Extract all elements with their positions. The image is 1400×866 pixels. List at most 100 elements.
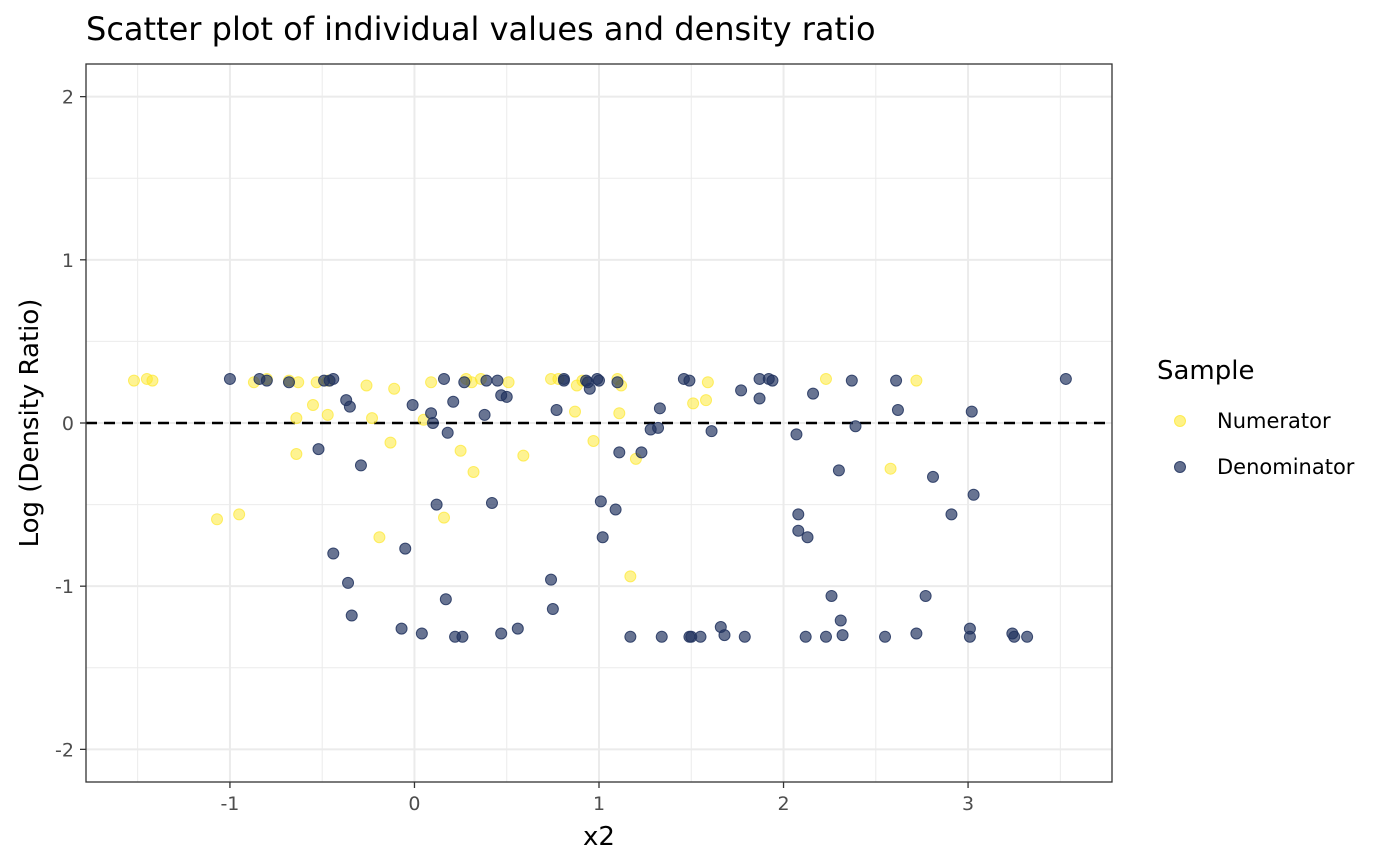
point-denominator xyxy=(919,589,932,602)
point-denominator xyxy=(557,372,570,385)
point-denominator xyxy=(738,630,751,643)
point-denominator xyxy=(480,374,493,387)
point-denominator xyxy=(1008,630,1021,643)
point-denominator xyxy=(500,390,513,403)
point-denominator xyxy=(705,425,718,438)
y-axis-title: Log (Density Ratio) xyxy=(15,299,45,548)
point-denominator xyxy=(801,531,814,544)
point-numerator xyxy=(587,434,600,447)
point-denominator xyxy=(718,629,731,642)
point-denominator xyxy=(655,630,668,643)
point-numerator xyxy=(700,394,713,407)
point-numerator xyxy=(819,372,832,385)
point-denominator xyxy=(594,495,607,508)
point-denominator xyxy=(312,443,325,456)
point-denominator xyxy=(447,395,460,408)
point-denominator xyxy=(753,392,766,405)
point-denominator xyxy=(593,374,605,387)
y-tick-label: -2 xyxy=(55,739,74,761)
point-denominator xyxy=(478,408,491,421)
point-denominator xyxy=(766,374,779,387)
point-numerator xyxy=(425,376,438,389)
point-denominator xyxy=(437,372,450,385)
point-denominator xyxy=(635,446,648,459)
point-denominator xyxy=(456,630,469,643)
point-denominator xyxy=(836,629,849,642)
point-denominator xyxy=(792,524,805,537)
point-denominator xyxy=(965,405,978,418)
point-denominator xyxy=(545,573,558,586)
point-denominator xyxy=(891,403,904,416)
point-denominator xyxy=(354,459,367,472)
point-denominator xyxy=(458,376,471,389)
y-tick-label: 1 xyxy=(62,250,74,272)
point-denominator xyxy=(441,426,454,439)
point-numerator xyxy=(321,408,334,421)
point-denominator xyxy=(439,593,452,606)
point-numerator xyxy=(613,407,626,420)
point-denominator xyxy=(963,630,976,643)
point-numerator xyxy=(569,405,582,418)
point-numerator xyxy=(910,374,923,387)
legend-label-numerator: Numerator xyxy=(1217,409,1331,433)
point-denominator xyxy=(415,627,428,640)
x-tick-label: 3 xyxy=(962,793,974,815)
point-denominator xyxy=(832,464,845,477)
point-denominator xyxy=(927,470,940,483)
point-numerator xyxy=(360,379,373,392)
x-axis-ticks: -1 0 1 2 3 xyxy=(220,782,974,815)
point-denominator xyxy=(653,402,666,415)
point-denominator xyxy=(399,542,412,555)
point-numerator xyxy=(687,397,700,410)
point-denominator xyxy=(342,576,355,589)
point-denominator xyxy=(223,372,236,385)
legend: Sample Numerator Denominator xyxy=(1157,356,1355,479)
point-denominator xyxy=(426,417,439,429)
legend-key-denominator xyxy=(1174,461,1186,473)
point-denominator xyxy=(825,589,838,602)
point-denominator xyxy=(945,508,958,521)
point-denominator xyxy=(910,627,923,640)
point-denominator xyxy=(511,622,524,635)
point-numerator xyxy=(454,444,467,457)
point-denominator xyxy=(819,630,832,643)
point-numerator xyxy=(384,436,397,449)
legend-title: Sample xyxy=(1157,356,1255,386)
point-numerator xyxy=(373,531,386,544)
point-denominator xyxy=(260,374,273,387)
y-tick-label: 0 xyxy=(62,413,74,435)
point-denominator xyxy=(807,387,820,400)
point-numerator xyxy=(624,570,637,583)
point-denominator xyxy=(652,421,665,434)
point-denominator xyxy=(550,403,563,416)
point-denominator xyxy=(425,407,438,420)
point-denominator xyxy=(430,498,443,511)
point-numerator xyxy=(366,412,379,425)
point-numerator xyxy=(517,449,530,462)
x-tick-label: 2 xyxy=(777,793,789,815)
point-denominator xyxy=(683,374,696,387)
data-points xyxy=(127,372,1072,643)
point-numerator xyxy=(233,508,246,521)
point-denominator xyxy=(967,488,980,501)
point-denominator xyxy=(406,399,419,412)
point-denominator xyxy=(834,614,847,627)
point-denominator xyxy=(845,374,858,387)
point-numerator xyxy=(437,511,450,524)
point-numerator xyxy=(467,465,480,478)
chart-title: Scatter plot of individual values and de… xyxy=(86,10,876,48)
point-numerator xyxy=(146,374,159,387)
point-denominator xyxy=(343,400,356,413)
point-denominator xyxy=(583,382,596,395)
point-denominator xyxy=(799,630,812,643)
y-axis-ticks: -2 -1 0 1 2 xyxy=(55,87,86,761)
point-denominator xyxy=(395,622,408,635)
point-denominator xyxy=(792,508,805,521)
point-denominator xyxy=(491,374,504,387)
point-denominator xyxy=(1021,630,1034,643)
point-denominator xyxy=(624,630,637,643)
point-numerator xyxy=(388,382,401,395)
point-denominator xyxy=(694,630,707,643)
point-denominator xyxy=(879,630,892,643)
